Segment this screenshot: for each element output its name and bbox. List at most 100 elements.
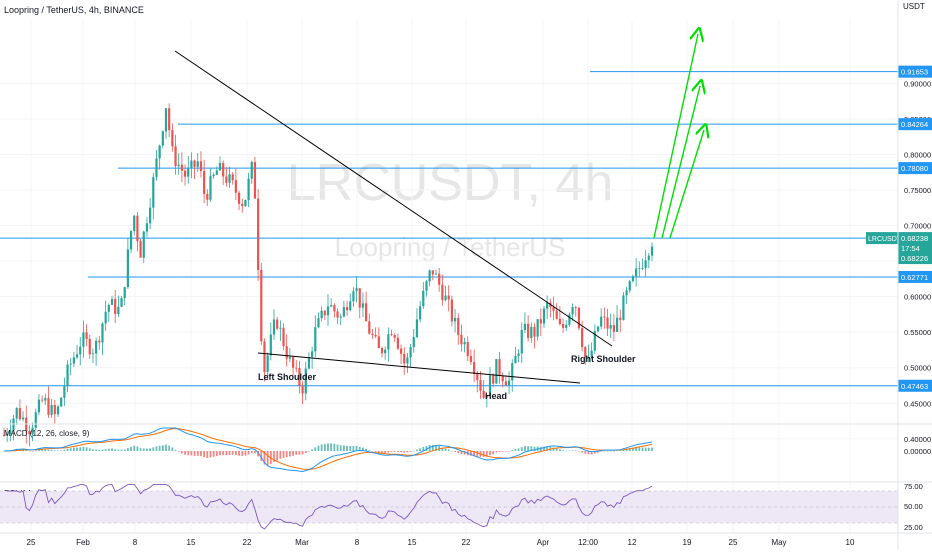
macd-histogram-bar: [165, 444, 167, 451]
candle-body: [212, 174, 215, 177]
macd-histogram-bar: [234, 451, 237, 456]
candle-body: [304, 368, 307, 394]
candle-body: [444, 295, 447, 301]
last-price-value: 0.68238: [901, 234, 928, 243]
macd-histogram-bar: [244, 451, 247, 456]
last-price-countdown: 17:54: [901, 244, 920, 253]
macd-histogram-bar: [485, 451, 488, 457]
candle-body: [511, 363, 514, 381]
macd-histogram-bar: [346, 445, 348, 451]
candle-body: [79, 346, 82, 355]
candle-body: [352, 291, 355, 302]
macd-histogram-bar: [107, 448, 110, 451]
macd-histogram-bar: [95, 449, 98, 451]
macd-histogram-bar: [362, 447, 364, 451]
candle-body: [2, 435, 6, 437]
candle-body: [317, 318, 320, 328]
candle-body: [107, 304, 110, 312]
macd-histogram-bar: [219, 451, 221, 456]
candle-body: [260, 269, 263, 342]
macd-histogram-bar: [342, 445, 345, 451]
candle-body: [584, 347, 587, 358]
macd-histogram-bar: [76, 447, 78, 451]
level-label: 0.62771: [901, 273, 928, 282]
macd-histogram-bar: [130, 446, 132, 451]
candle-body: [377, 336, 380, 349]
candle-body: [155, 158, 158, 178]
macd-histogram-bar: [568, 450, 571, 452]
level-label: 0.78080: [901, 164, 928, 173]
time-tick-label: 25: [27, 538, 36, 547]
candle-body: [117, 306, 120, 314]
macd-histogram-bar: [546, 446, 549, 451]
level-label: 0.91653: [901, 68, 928, 77]
candle-body: [206, 193, 209, 200]
macd-layer: [3, 427, 653, 473]
macd-histogram-bar: [215, 451, 218, 457]
watermark-symbol: LRCUSDT, 4h: [287, 154, 614, 212]
candle-body: [565, 324, 568, 328]
macd-histogram-bar: [50, 449, 53, 451]
candle-body: [438, 273, 441, 285]
macd-histogram-bar: [527, 446, 530, 451]
candle-body: [355, 288, 358, 292]
macd-histogram-bar: [349, 446, 352, 451]
macd-histogram-bar: [298, 451, 301, 455]
candle-body: [69, 363, 72, 365]
macd-histogram-bar: [66, 448, 69, 451]
candle-body: [530, 326, 533, 338]
macd-histogram-bar: [476, 451, 479, 457]
macd-histogram-bar: [133, 445, 136, 451]
macd-histogram-bar: [69, 448, 72, 451]
macd-histogram-bar: [412, 450, 415, 452]
macd-histogram-bar: [435, 445, 437, 451]
last-price-label: LRCUSDT 0.68238 17:54 0.68226: [866, 232, 932, 265]
macd-histogram-bar: [111, 448, 113, 451]
time-tick-label: Mar: [295, 538, 309, 547]
macd-histogram-bar: [597, 451, 599, 453]
macd-histogram-bar: [584, 451, 587, 454]
price-tick-label: 0.40000: [904, 435, 931, 444]
candle-body: [139, 241, 142, 258]
candle-body: [272, 319, 276, 335]
macd-histogram-bar: [403, 451, 406, 453]
macd-histogram-bar: [187, 451, 190, 456]
macd-histogram-bar: [250, 451, 253, 453]
macd-histogram-bar: [333, 443, 336, 451]
rsi-line: [7, 484, 653, 530]
price-tick-label: 0.70000: [904, 222, 931, 231]
macd-histogram-bar: [555, 448, 558, 451]
currency-label: USDT: [903, 2, 925, 11]
candle-body: [644, 260, 647, 268]
macd-histogram-bar: [622, 449, 625, 451]
candle-body: [158, 145, 161, 159]
price-tick-label: 0.60000: [904, 293, 931, 302]
price-tick-label: 0.55000: [904, 328, 931, 337]
candle-body: [320, 310, 323, 319]
macd-histogram-bar: [28, 450, 31, 452]
candle-body: [457, 317, 460, 335]
macd-histogram-bar: [374, 451, 377, 452]
macd-histogram-bar: [495, 451, 498, 453]
candle-body: [237, 192, 241, 204]
candle-body: [403, 353, 406, 364]
macd-histogram-bar: [282, 451, 285, 458]
macd-histogram-bar: [574, 450, 577, 451]
level-label: 0.47463: [901, 382, 928, 391]
macd-histogram-bar: [238, 451, 240, 456]
candle-body: [85, 332, 88, 339]
macd-histogram-bar: [565, 450, 568, 452]
candle-body: [180, 164, 183, 171]
macd-histogram-bar: [161, 445, 164, 451]
candle-body: [171, 130, 174, 147]
macd-histogram-bar: [444, 448, 447, 451]
macd-histogram-bar: [228, 451, 231, 455]
candle-layer: [2, 103, 654, 447]
macd-histogram-bar: [552, 447, 555, 451]
candle-body: [323, 310, 326, 316]
macd-histogram-bar: [409, 451, 412, 452]
macd-histogram-bar: [619, 450, 622, 452]
candle-body: [492, 375, 495, 384]
candle-body: [31, 427, 34, 435]
macd-histogram-bar: [543, 446, 545, 451]
